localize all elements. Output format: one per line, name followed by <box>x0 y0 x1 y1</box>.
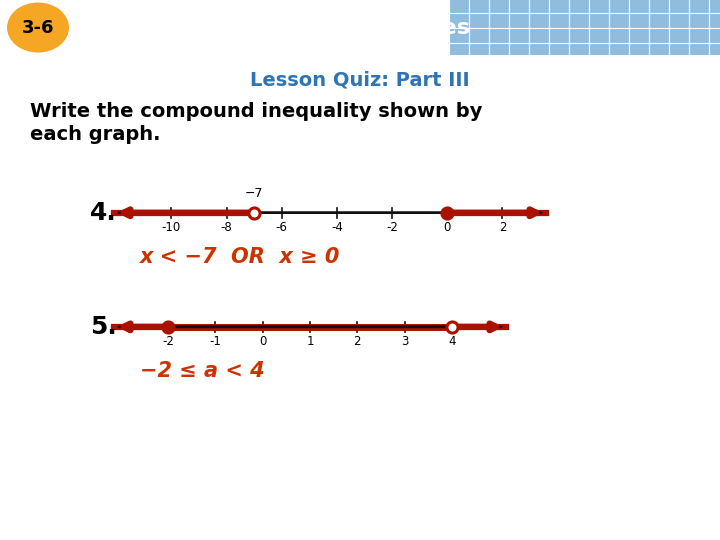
Text: -4: -4 <box>331 221 343 234</box>
Text: 4: 4 <box>449 335 456 348</box>
Text: -10: -10 <box>162 221 181 234</box>
Bar <box>590 29 608 42</box>
Bar <box>650 44 668 57</box>
Bar <box>610 44 628 57</box>
Text: 2: 2 <box>499 221 506 234</box>
Bar <box>470 0 488 12</box>
Bar <box>690 0 708 12</box>
Text: 5.: 5. <box>90 315 117 339</box>
Bar <box>630 0 648 12</box>
Text: −2 ≤ a < 4: −2 ≤ a < 4 <box>140 361 265 381</box>
Bar <box>630 44 648 57</box>
Text: 3-6: 3-6 <box>22 18 54 37</box>
Bar <box>530 44 548 57</box>
Bar <box>550 44 568 57</box>
Bar <box>610 29 628 42</box>
Bar <box>530 14 548 27</box>
Text: Copyright © by Holt, Rinehart and Winston. All Rights Reserved.: Copyright © by Holt, Rinehart and Winsto… <box>395 516 710 525</box>
Bar <box>710 14 720 27</box>
Bar <box>510 0 528 12</box>
Bar <box>630 29 648 42</box>
Text: 2: 2 <box>354 335 361 348</box>
Bar <box>550 0 568 12</box>
Bar <box>470 14 488 27</box>
Bar <box>610 0 628 12</box>
Bar <box>510 29 528 42</box>
Bar <box>690 14 708 27</box>
Text: -1: -1 <box>210 335 221 348</box>
Bar <box>570 44 588 57</box>
Text: 0: 0 <box>259 335 266 348</box>
Bar <box>570 14 588 27</box>
Bar <box>670 14 688 27</box>
Bar <box>490 0 508 12</box>
Text: −7: −7 <box>245 187 264 200</box>
Text: Holt Algebra 1: Holt Algebra 1 <box>10 514 111 527</box>
Bar <box>530 0 548 12</box>
Bar <box>570 29 588 42</box>
Bar <box>510 44 528 57</box>
Text: 4.: 4. <box>90 201 117 225</box>
Bar <box>530 29 548 42</box>
Text: x < −7  OR  x ≥ 0: x < −7 OR x ≥ 0 <box>140 247 341 267</box>
Text: -2: -2 <box>162 335 174 348</box>
Bar <box>650 0 668 12</box>
Bar <box>470 29 488 42</box>
Text: 0: 0 <box>444 221 451 234</box>
Text: 1: 1 <box>306 335 314 348</box>
Bar <box>550 29 568 42</box>
Bar <box>490 29 508 42</box>
Text: 3: 3 <box>401 335 408 348</box>
Bar <box>670 29 688 42</box>
Text: -8: -8 <box>220 221 233 234</box>
Bar <box>550 14 568 27</box>
Bar <box>670 44 688 57</box>
Bar <box>470 44 488 57</box>
Bar <box>450 14 468 27</box>
Bar <box>710 44 720 57</box>
Bar <box>590 14 608 27</box>
Bar <box>570 0 588 12</box>
Bar <box>490 44 508 57</box>
Bar <box>690 44 708 57</box>
Bar <box>450 0 468 12</box>
Bar <box>710 0 720 12</box>
Bar <box>590 0 608 12</box>
Bar <box>510 14 528 27</box>
Bar <box>670 0 688 12</box>
Text: Lesson Quiz: Part III: Lesson Quiz: Part III <box>250 71 470 90</box>
Bar <box>650 14 668 27</box>
Bar <box>630 14 648 27</box>
Text: -6: -6 <box>276 221 288 234</box>
Bar <box>650 29 668 42</box>
Bar <box>690 29 708 42</box>
Text: Solving Compound Inequalities: Solving Compound Inequalities <box>80 17 470 38</box>
Ellipse shape <box>7 3 69 52</box>
Bar <box>450 44 468 57</box>
Bar <box>490 14 508 27</box>
Bar <box>610 14 628 27</box>
Bar <box>450 29 468 42</box>
Text: Write the compound inequality shown by
each graph.: Write the compound inequality shown by e… <box>30 102 482 144</box>
Bar <box>590 44 608 57</box>
Text: -2: -2 <box>386 221 398 234</box>
Bar <box>710 29 720 42</box>
